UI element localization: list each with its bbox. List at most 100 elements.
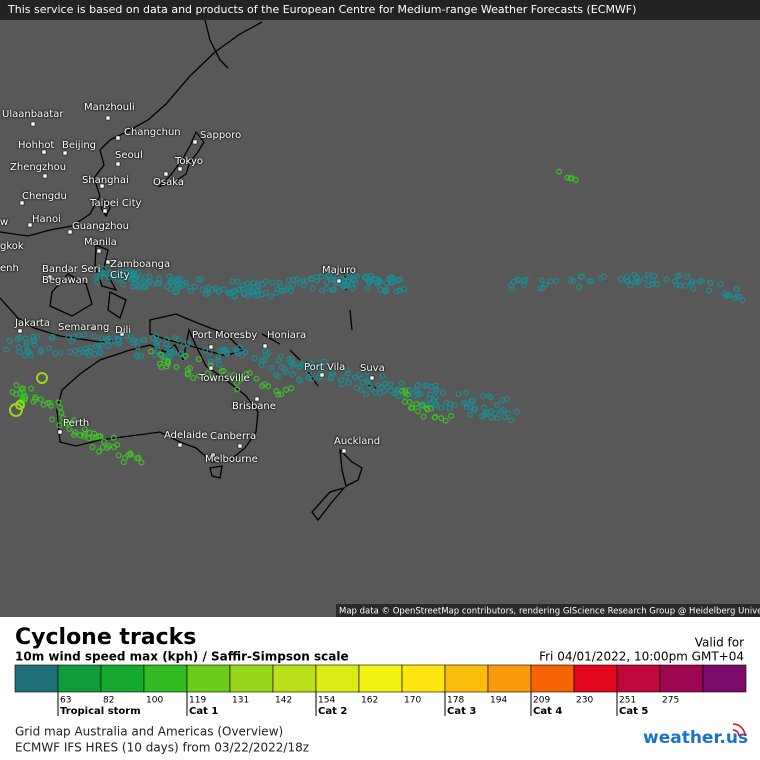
track-point xyxy=(290,361,297,368)
city-label: Port Moresby xyxy=(192,330,258,341)
track-point xyxy=(173,364,180,371)
track-point xyxy=(153,342,160,349)
track-point xyxy=(286,277,293,284)
track-point xyxy=(671,278,678,285)
city-marker xyxy=(336,278,342,284)
track-point xyxy=(37,396,44,403)
city-marker xyxy=(177,442,183,448)
track-point xyxy=(220,286,227,293)
city-label: Chengdu xyxy=(22,191,67,202)
track-point xyxy=(345,370,352,377)
track-point xyxy=(96,448,103,455)
track-point xyxy=(285,356,292,363)
track-point xyxy=(399,387,406,394)
track-point xyxy=(177,283,184,290)
city-marker xyxy=(208,365,214,371)
footer-line: ECMWF IFS HRES (10 days) from 03/22/2022… xyxy=(15,741,309,755)
map-background xyxy=(0,0,760,617)
track-point xyxy=(22,395,29,402)
track-point xyxy=(105,335,112,342)
track-point xyxy=(101,438,108,445)
track-point xyxy=(15,344,22,351)
valid-label: Valid for xyxy=(695,636,744,650)
track-point xyxy=(717,281,724,288)
track-point xyxy=(364,368,371,375)
track-point xyxy=(481,404,488,411)
track-point xyxy=(175,278,182,285)
track-point xyxy=(156,360,163,367)
track-point xyxy=(330,272,337,279)
track-point xyxy=(288,385,295,392)
city-marker xyxy=(319,372,325,378)
track-point xyxy=(413,400,420,407)
track-point xyxy=(195,356,202,363)
track-point xyxy=(140,336,147,343)
track-point xyxy=(372,389,379,396)
track-point xyxy=(384,384,391,391)
track-point xyxy=(508,282,515,289)
city-label: Melbourne xyxy=(205,454,258,465)
scale-tick-label: 230 xyxy=(576,696,593,706)
track-point xyxy=(66,425,73,432)
track-point xyxy=(431,414,438,421)
track-point xyxy=(522,276,529,283)
track-point xyxy=(393,288,400,295)
track-point xyxy=(707,279,714,286)
track-point xyxy=(344,282,351,289)
track-point xyxy=(464,401,471,408)
scale-segment xyxy=(14,664,59,693)
track-point xyxy=(483,409,490,416)
track-point xyxy=(259,281,266,288)
track-point xyxy=(427,391,434,398)
city-label: Auckland xyxy=(334,436,381,447)
legend-subtitle: 10m wind speed max (kph) / Saffir-Simpso… xyxy=(15,650,349,664)
track-point xyxy=(547,278,554,285)
track-point xyxy=(359,379,366,386)
track-point xyxy=(6,337,13,344)
track-point xyxy=(276,279,283,286)
track-point xyxy=(365,382,372,389)
category-label: Cat 2 xyxy=(318,706,347,717)
track-point xyxy=(48,335,55,342)
track-point xyxy=(126,268,133,275)
track-point xyxy=(46,399,53,406)
track-point xyxy=(689,278,696,285)
track-point xyxy=(387,381,394,388)
track-point xyxy=(93,343,100,350)
city-label: Semarang xyxy=(58,322,110,333)
city-marker xyxy=(30,121,36,127)
track-point xyxy=(209,374,216,381)
scale-tick-label: 178 xyxy=(447,696,464,706)
city-marker xyxy=(369,375,375,381)
track-point xyxy=(118,275,125,282)
track-point xyxy=(114,337,121,344)
track-point xyxy=(461,400,468,407)
track-point xyxy=(72,347,79,354)
track-point xyxy=(220,367,227,374)
track-point xyxy=(398,380,405,387)
track-point xyxy=(509,286,516,293)
track-point xyxy=(392,387,399,394)
track-point xyxy=(71,431,78,438)
track-point xyxy=(597,274,604,281)
track-point xyxy=(215,354,222,361)
track-point xyxy=(87,348,94,355)
track-point xyxy=(115,452,122,459)
track-point xyxy=(129,339,136,346)
track-point xyxy=(389,274,396,281)
track-point xyxy=(258,291,265,298)
track-point xyxy=(406,399,413,406)
track-point xyxy=(632,278,639,285)
city-marker xyxy=(119,331,125,337)
track-point xyxy=(442,417,449,424)
track-point xyxy=(202,291,209,298)
track-point xyxy=(553,278,560,285)
track-point xyxy=(414,381,421,388)
track-point xyxy=(81,331,88,338)
track-point xyxy=(184,366,191,373)
track-point xyxy=(468,397,475,404)
city-marker xyxy=(27,222,33,228)
track-point xyxy=(318,364,325,371)
